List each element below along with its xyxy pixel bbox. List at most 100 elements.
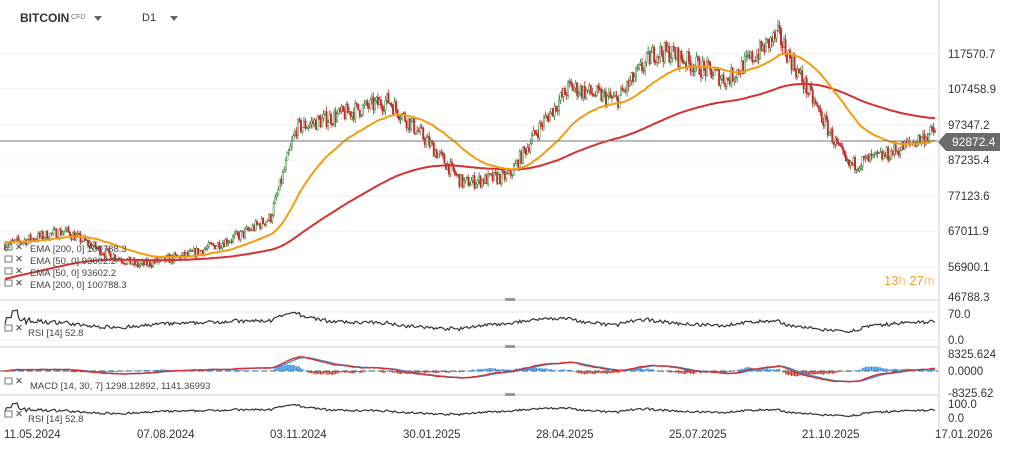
macd-histogram-bar — [662, 371, 664, 373]
settings-icon[interactable] — [4, 243, 13, 251]
macd-tick: 0.0000 — [948, 366, 983, 378]
candle-body — [546, 115, 548, 117]
candle-body — [841, 146, 844, 151]
candle-body — [198, 250, 201, 255]
macd-histogram-bar — [102, 371, 104, 373]
remove-indicator-icon[interactable]: ✕ — [15, 242, 23, 253]
candle-body — [559, 92, 562, 101]
candle-body — [790, 56, 793, 70]
settings-icon[interactable] — [4, 279, 13, 287]
remove-indicator-icon[interactable]: ✕ — [15, 376, 23, 387]
candle-body — [313, 119, 316, 124]
macd-histogram-bar — [274, 368, 276, 371]
macd-histogram-bar — [143, 370, 145, 371]
settings-icon[interactable] — [4, 410, 13, 418]
candle-body — [94, 241, 97, 249]
remove-indicator-icon[interactable]: ✕ — [15, 409, 23, 420]
macd-histogram-bar — [795, 371, 797, 377]
macd-histogram-bar — [285, 365, 287, 371]
macd-legend: ✕ MACD [14, 30, 7] 1298.12892, 1141.3699… — [4, 376, 210, 392]
settings-icon[interactable] — [4, 324, 13, 332]
settings-icon[interactable] — [4, 255, 13, 263]
candle-body — [437, 153, 440, 159]
macd-histogram-bar — [765, 368, 767, 371]
symbol-dropdown-chevron-icon[interactable] — [94, 16, 102, 21]
remove-indicator-icon[interactable]: ✕ — [15, 278, 23, 289]
macd-histogram-bar — [439, 371, 441, 373]
candle-body — [441, 152, 444, 155]
macd-histogram-bar — [852, 370, 855, 371]
pane-resize-handle[interactable] — [505, 345, 515, 348]
candle-body — [253, 225, 256, 231]
candle-body — [466, 176, 468, 179]
price-tick: 107458.9 — [948, 84, 996, 96]
macd-histogram-bar — [858, 369, 861, 371]
timeframe-dropdown-chevron-icon[interactable] — [170, 16, 178, 21]
macd-histogram-bar — [674, 371, 676, 373]
date-axis[interactable]: 11.05.2024 07.08.2024 03.11.2024 30.01.2… — [4, 429, 993, 441]
candle-body — [553, 105, 556, 117]
candle-body — [139, 262, 142, 266]
macd-histogram-bar — [836, 371, 838, 373]
macd-histogram-bar — [786, 371, 788, 376]
macd-histogram-bar — [81, 371, 83, 373]
candle-body — [870, 153, 873, 157]
candle-body — [684, 62, 687, 67]
macd-histogram-bar — [427, 371, 429, 373]
macd-histogram-bar — [683, 371, 685, 374]
macd-histogram-bar — [496, 369, 498, 371]
macd-histogram-bar — [117, 371, 119, 372]
macd-histogram-bar — [123, 371, 125, 372]
macd-histogram-bar — [670, 371, 672, 373]
macd-histogram-bar — [793, 371, 796, 376]
candle-body — [354, 103, 357, 120]
candle-body — [324, 111, 327, 115]
candle-body — [53, 228, 56, 230]
candle-body — [799, 70, 802, 73]
remove-indicator-icon[interactable]: ✕ — [15, 323, 23, 334]
macd-histogram-bar — [600, 371, 602, 374]
macd-histogram-bar — [567, 369, 569, 371]
indicator-legend-label: EMA [50, 0] 93602.2 — [30, 268, 116, 279]
remove-indicator-icon[interactable]: ✕ — [15, 254, 23, 265]
macd-histogram-bar — [245, 370, 248, 371]
candle-body — [17, 237, 20, 242]
candle-body — [262, 218, 265, 224]
macd-histogram-bar — [810, 371, 812, 375]
timeframe-label[interactable]: D1 — [142, 12, 157, 24]
price-axis[interactable]: 117570.7 107458.9 97347.2 87235.4 77123.… — [948, 49, 996, 304]
macd-histogram-bar — [775, 369, 778, 371]
remove-indicator-icon[interactable]: ✕ — [15, 266, 23, 277]
candle-body — [305, 127, 308, 129]
candle-body — [67, 227, 70, 233]
macd-histogram-bar — [925, 370, 927, 371]
macd-histogram-bar — [158, 369, 160, 371]
settings-icon[interactable] — [4, 267, 13, 275]
macd-histogram-bar — [303, 369, 305, 371]
candle-body — [589, 84, 592, 94]
candle-body — [710, 68, 713, 79]
candle-body — [524, 148, 527, 155]
ema-50-line — [4, 52, 936, 259]
candle-body — [544, 115, 547, 119]
macd-histogram-bar — [643, 369, 645, 371]
instrument-type-badge: CFD — [71, 14, 86, 21]
macd-histogram-bar — [594, 371, 596, 375]
macd-histogram-bar — [588, 371, 590, 374]
settings-icon[interactable] — [4, 377, 13, 385]
macd-histogram-bar — [581, 371, 583, 375]
candle-body — [718, 69, 721, 86]
candle-body — [626, 81, 628, 92]
macd-histogram-bar — [561, 369, 563, 371]
macd-histogram-bar — [421, 371, 423, 372]
pane-resize-handle[interactable] — [505, 298, 515, 301]
candle-body — [712, 75, 715, 79]
macd-histogram-bar — [596, 371, 598, 374]
macd-histogram-bar — [531, 367, 533, 371]
candle-body — [582, 85, 585, 98]
symbol-label[interactable]: BITCOIN — [20, 11, 70, 25]
macd-histogram-bar — [647, 368, 649, 371]
candle-body — [245, 227, 248, 230]
pane-resize-handle[interactable] — [505, 393, 515, 396]
